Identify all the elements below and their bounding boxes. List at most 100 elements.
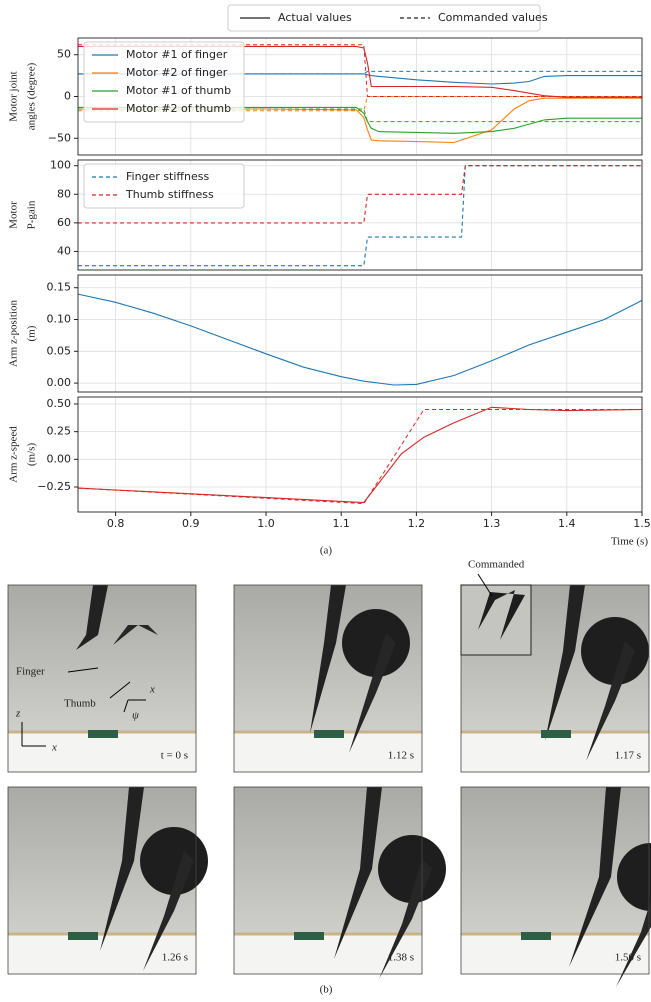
annotation: Thumb [64,698,96,710]
block [294,932,324,940]
block [68,932,98,940]
photo-frame [460,786,650,975]
block [314,730,344,738]
data-line [77,293,643,386]
y-axis-label: (m) [26,325,38,341]
photo: 1.38 s [233,786,446,979]
robot-thumb [143,851,194,971]
commanded-line [78,96,642,112]
photo: 1.26 s [7,786,208,975]
photo: t = 0 s [7,584,197,773]
y-tick-label: 0.50 [47,397,72,410]
data-line [78,165,642,267]
legend-label: Thumb stiffness [125,188,214,201]
photo-frame [7,786,197,975]
legend-frame [227,4,541,32]
photo-label: t = 0 s [161,750,188,762]
x-tick-label: 1.0 [257,517,275,530]
y-tick-label: 0.00 [47,376,72,389]
photo-label: 1.12 s [388,750,414,762]
y-tick-label: 0.00 [47,452,72,465]
inset-robot [478,590,525,640]
photo: 1.50 s [460,786,651,987]
y-tick-label: 0.25 [47,425,72,438]
y-axis-label: (m/s) [26,443,38,467]
block [521,932,551,940]
plot-area [78,397,642,512]
y-axis-label: Motor joint [8,71,20,121]
legend-label: Motor #1 of finger [126,48,228,61]
annotation: x [51,742,57,754]
photo: 1.12 s [233,584,423,773]
caption: (a) [320,545,333,557]
x-tick-label: 1.3 [483,517,501,530]
photo-label: 1.50 s [615,952,641,964]
y-tick-label: −50 [48,131,71,144]
robot-finger [310,585,346,733]
block [88,730,118,738]
x-tick-label: 1.1 [332,517,350,530]
axis-arrows [123,699,146,713]
legend-label: Motor #1 of thumb [126,84,231,97]
y-tick-label: 100 [50,159,71,172]
x-axis-label: Time (s) [611,536,649,548]
y-tick-label: 0 [64,90,71,103]
annotation-line [477,573,493,597]
legend-frame [83,41,245,123]
y-axis-label: angles (degree) [26,62,38,130]
legend-label: Commanded values [438,11,548,24]
table-surface [8,732,196,772]
x-tick-label: 1.2 [408,517,426,530]
x-tick-label: 0.9 [182,517,200,530]
robot-finger [545,585,585,741]
legend-label: Motor #2 of thumb [126,102,231,115]
annotation: ψ [132,710,139,722]
top-legend: Actual values Commanded values [227,4,548,32]
axis-arrows [21,722,46,747]
y-axis-label: Arm z-speed [8,426,20,483]
commanded-line [77,409,642,505]
caption: (b) [320,984,333,996]
annotation: x [149,684,155,696]
block [541,730,571,738]
legend-label: Motor #2 of finger [126,66,228,79]
robot-hub [617,843,651,911]
robot-finger [100,787,144,951]
y-tick-label: 80 [57,187,71,200]
annotation: Finger [16,666,45,678]
data-line [78,97,642,144]
table-surface [8,934,196,974]
photo-label: 1.17 s [615,750,641,762]
photo-frame [233,584,423,773]
photo-frame [7,584,197,773]
annotation: Commanded [468,559,525,571]
y-axis-label: Arm z-position [8,300,20,367]
robot-finger [334,787,382,959]
robot-thumb [113,625,158,645]
y-axis-label: P-gain [26,200,38,229]
table-surface [461,934,649,974]
photo-label: 1.38 s [388,952,414,964]
robot-hub [581,617,649,685]
robot-finger [569,787,621,967]
table-surface [461,732,649,772]
robot-thumb [586,641,635,761]
robot-thumb [349,633,396,753]
photo-label: 1.26 s [162,952,188,964]
legend-frame [83,163,245,209]
data-line [77,406,643,504]
data-line [78,45,642,98]
robot-hub [140,827,208,895]
robot-hub [342,609,410,677]
y-tick-label: 0.10 [47,313,72,326]
y-tick-label: 50 [57,48,71,61]
x-tick-label: 0.8 [107,517,125,530]
plot-frame [77,37,643,156]
annotation-line [109,681,131,699]
robot-thumb [379,859,432,979]
robot-finger [76,585,108,650]
data-line [78,73,642,85]
photo-frame [233,786,423,975]
plot-frame [77,274,643,393]
